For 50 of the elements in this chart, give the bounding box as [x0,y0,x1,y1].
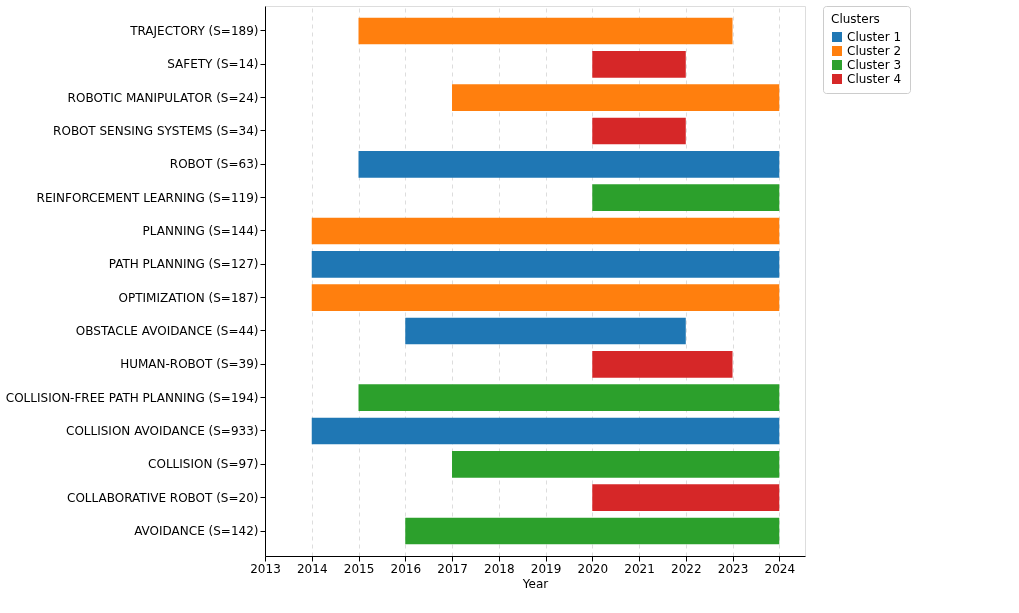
x-tick-label: 2022 [671,561,702,576]
bar [452,84,780,111]
x-tick-label: 2016 [390,561,422,576]
bar [311,284,780,311]
bar [592,484,780,511]
bar [358,17,733,45]
y-tick-label: PLANNING (S=144) [142,224,259,238]
legend-label: Cluster 2 [847,44,902,58]
legend-label: Cluster 3 [847,58,902,72]
y-tick-label: ROBOT (S=63) [169,157,259,172]
y-tick-label: TRAJECTORY (S=189) [129,24,259,38]
legend-label: Cluster 4 [847,72,902,86]
y-tick-label: ROBOT SENSING SYSTEMS (S=34) [53,124,259,138]
bar [358,151,780,178]
y-tick-label: COLLISION (S=97) [148,457,259,472]
x-tick-label: 2015 [343,561,375,576]
bar [592,51,686,78]
y-tick-label: HUMAN-ROBOT (S=39) [120,357,259,372]
x-tick-label: 2013 [250,561,281,576]
y-tick-label: COLLISION AVOIDANCE (S=933) [66,424,259,438]
bar [311,251,780,278]
x-tick-label: 2020 [577,561,609,576]
bar [452,451,780,478]
y-tick-label: SAFETY (S=14) [167,57,259,72]
bar [311,217,780,245]
y-tick-label: COLLISION-FREE PATH PLANNING (S=194) [5,390,259,405]
bar [358,384,780,411]
x-tick-label: 2018 [483,561,515,576]
y-tick-label: AVOIDANCE (S=142) [134,524,259,538]
y-tick-label: OBSTACLE AVOIDANCE (S=44) [75,324,259,338]
x-tick-label: 2023 [717,561,749,576]
x-tick-label: 2019 [530,561,562,576]
bar [311,417,780,445]
bar [405,517,780,545]
bar [405,317,686,345]
x-tick-label: 2024 [764,561,796,576]
x-tick-label: 2014 [296,561,328,576]
y-tick-label: REINFORCEMENT LEARNING (S=119) [36,190,259,205]
y-tick-label: COLLABORATIVE ROBOT (S=20) [67,490,259,505]
y-tick-label: PATH PLANNING (S=127) [108,257,259,272]
y-tick-label: OPTIMIZATION (S=187) [118,290,259,305]
bar [592,117,686,145]
legend-label: Cluster 1 [847,30,902,44]
bar [592,351,733,378]
y-tick-label: ROBOTIC MANIPULATOR (S=24) [67,90,259,105]
x-tick-label: 2017 [437,561,468,576]
legend-title: Clusters [831,12,880,26]
x-axis-title: Year [521,576,549,591]
bar [592,184,780,211]
x-tick-label: 2021 [624,561,655,576]
